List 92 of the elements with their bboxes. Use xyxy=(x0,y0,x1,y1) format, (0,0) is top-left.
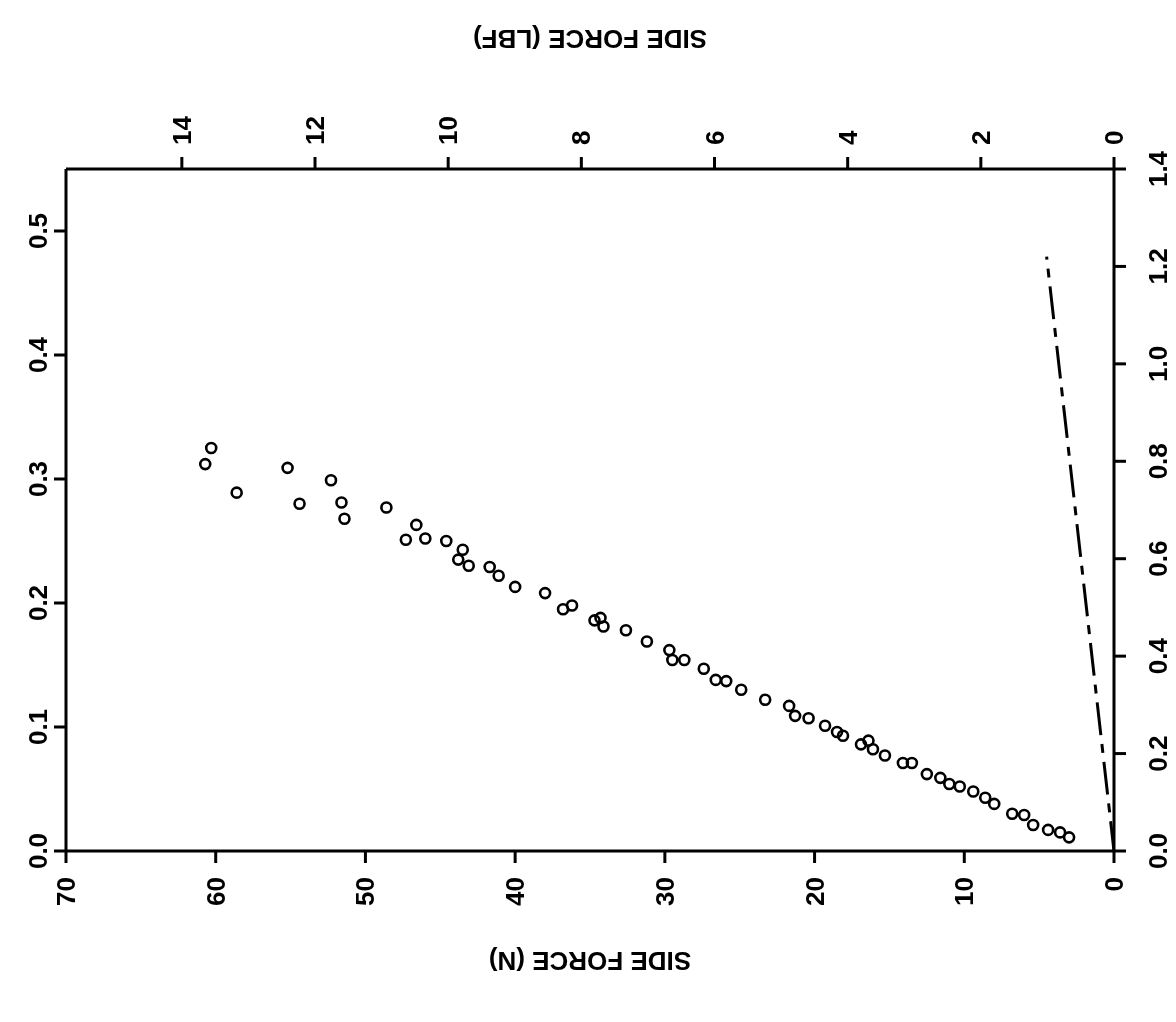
x2-tick-label: 0 xyxy=(1099,130,1129,145)
point xyxy=(338,512,351,525)
y2-tick-label: 0.6 xyxy=(1143,540,1173,577)
point xyxy=(896,756,910,770)
point xyxy=(836,729,850,742)
point xyxy=(419,532,432,545)
x-tick-label: 50 xyxy=(350,877,381,906)
point xyxy=(462,559,476,573)
point xyxy=(399,533,413,547)
x-tick-label: 0 xyxy=(1099,877,1129,892)
point xyxy=(953,780,967,793)
y2-tick-label: 0.0 xyxy=(1143,832,1173,870)
point xyxy=(966,785,980,798)
point xyxy=(802,712,815,725)
point xyxy=(410,518,423,532)
point xyxy=(866,743,880,756)
x2-tick-label: 4 xyxy=(832,130,863,145)
point xyxy=(538,586,552,600)
y-tick-label: 0.2 xyxy=(23,584,53,622)
point xyxy=(934,771,947,785)
point xyxy=(943,777,956,791)
point xyxy=(439,534,453,548)
point xyxy=(594,611,607,625)
point xyxy=(1017,808,1031,822)
point xyxy=(663,643,676,657)
y2-tick-label: 0.8 xyxy=(1143,443,1173,480)
point xyxy=(204,441,218,455)
y-tick-label: 0.3 xyxy=(23,460,53,498)
point xyxy=(456,543,470,556)
point xyxy=(709,673,723,687)
point xyxy=(987,797,1001,811)
x-axis-title: SIDE FORCE (N) xyxy=(488,946,692,976)
point xyxy=(1026,818,1040,832)
x-tick-label: 30 xyxy=(649,877,680,906)
y2-tick-label: 0.2 xyxy=(1143,735,1173,772)
y-tick-label: 0.0 xyxy=(23,832,53,870)
point xyxy=(862,734,875,747)
y2-tick-label: 1.0 xyxy=(1143,345,1173,382)
point xyxy=(697,662,711,676)
point xyxy=(335,496,348,509)
point xyxy=(678,653,691,667)
y-tick-label: 0.5 xyxy=(23,212,53,250)
x2-tick-label: 12 xyxy=(300,116,331,145)
x-tick-label: 40 xyxy=(500,877,531,906)
y2-tick-label: 1.4 xyxy=(1143,150,1173,188)
point xyxy=(666,653,679,667)
x2-axis-title: SIDE FORCE (LBF) xyxy=(473,24,707,54)
point xyxy=(782,699,796,713)
x2-tick-label: 10 xyxy=(433,116,464,145)
x2-tick-label: 8 xyxy=(566,130,597,145)
x-tick-label: 10 xyxy=(949,877,980,906)
point xyxy=(905,756,919,770)
point xyxy=(281,461,294,475)
point xyxy=(565,599,579,612)
point xyxy=(492,569,505,583)
point xyxy=(198,457,212,471)
point xyxy=(588,614,601,627)
x-tick-label: 60 xyxy=(200,877,231,906)
point xyxy=(818,719,832,733)
point xyxy=(1062,831,1076,844)
point xyxy=(483,560,496,574)
point xyxy=(619,623,633,637)
y2-tick-label: 0.4 xyxy=(1143,637,1173,675)
point xyxy=(854,738,868,751)
x2-tick-label: 14 xyxy=(166,115,197,145)
point xyxy=(508,580,522,594)
y-tick-label: 0.1 xyxy=(23,708,53,746)
x2-tick-label: 2 xyxy=(965,130,996,145)
point xyxy=(451,553,465,566)
point xyxy=(1041,823,1055,837)
point xyxy=(978,791,992,804)
x-tick-label: 70 xyxy=(51,877,81,906)
point xyxy=(230,486,243,499)
point xyxy=(920,767,934,781)
point xyxy=(640,635,654,648)
y2-tick-label: 1.2 xyxy=(1143,248,1173,285)
point xyxy=(1053,826,1067,839)
point xyxy=(324,473,338,487)
x2-tick-label: 6 xyxy=(699,130,730,145)
point xyxy=(830,725,844,739)
x-tick-label: 20 xyxy=(799,877,830,906)
y-tick-label: 0.4 xyxy=(23,336,53,374)
point xyxy=(293,497,306,511)
point xyxy=(734,683,748,697)
point xyxy=(1005,807,1019,821)
point xyxy=(788,709,802,723)
point xyxy=(878,749,892,762)
point xyxy=(597,620,610,633)
point xyxy=(719,674,733,688)
point xyxy=(758,693,772,707)
point xyxy=(556,602,570,616)
point xyxy=(380,501,393,514)
